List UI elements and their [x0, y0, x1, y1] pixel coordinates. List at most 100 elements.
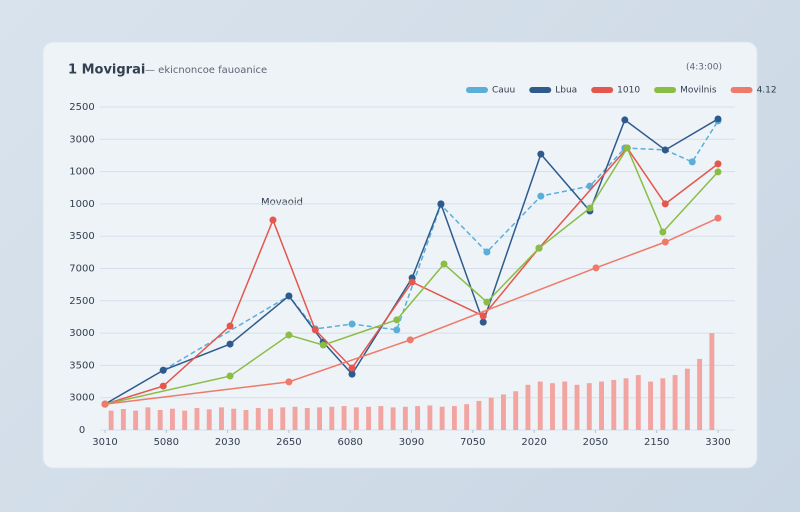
x-tick-label: 6080: [337, 437, 362, 448]
bar: [599, 381, 604, 430]
bar: [415, 406, 421, 430]
bar: [206, 409, 212, 430]
bar: [157, 409, 163, 430]
bar: [219, 407, 224, 430]
legend-swatch: [466, 87, 488, 93]
point: [406, 336, 414, 344]
card: [42, 41, 758, 469]
bar: [684, 368, 690, 430]
bar: [169, 408, 175, 430]
point: [586, 204, 594, 212]
point: [661, 146, 669, 154]
point: [393, 326, 401, 334]
bar: [280, 407, 286, 430]
point: [479, 312, 487, 320]
bar: [488, 397, 494, 430]
bar: [390, 407, 396, 430]
bar: [182, 410, 188, 430]
corner-note: (4:3:00): [686, 63, 722, 73]
point: [714, 160, 722, 168]
bar: [562, 381, 568, 430]
y-tick-label: 0: [79, 425, 85, 436]
y-tick-label: 3000: [69, 328, 94, 339]
x-tick-label: 7050: [460, 437, 485, 448]
legend-swatch: [591, 87, 614, 93]
bar: [243, 409, 249, 430]
point: [621, 116, 629, 124]
bar: [341, 406, 347, 430]
bar: [120, 409, 126, 430]
bar: [709, 333, 715, 430]
y-tick-label: 2500: [69, 102, 94, 113]
bar: [500, 394, 506, 430]
bar: [635, 375, 641, 430]
bar: [672, 375, 678, 430]
point: [437, 200, 445, 208]
bar: [451, 406, 457, 430]
point: [408, 278, 416, 286]
y-tick-label: 1000: [69, 167, 94, 178]
legend-swatch: [529, 87, 552, 93]
bar: [329, 406, 335, 430]
y-tick-label: 1000: [69, 199, 94, 210]
bar: [660, 378, 666, 430]
point: [440, 260, 448, 268]
bar: [648, 381, 654, 430]
point: [714, 115, 722, 123]
bar: [108, 410, 114, 430]
x-tick-label: 2650: [276, 437, 301, 448]
bar: [231, 408, 237, 430]
point: [226, 322, 234, 330]
point: [535, 244, 543, 252]
legend-swatch: [654, 87, 677, 93]
point: [393, 316, 401, 324]
x-tick-label: 2150: [644, 437, 669, 448]
point: [537, 192, 545, 200]
bar: [353, 407, 359, 430]
bar: [317, 407, 323, 430]
point: [592, 264, 600, 272]
legend-label: 4.12: [757, 86, 777, 96]
point: [537, 150, 545, 158]
point: [285, 331, 293, 339]
series-line: [104, 146, 719, 405]
point: [285, 378, 293, 386]
point: [659, 228, 667, 236]
point: [661, 200, 669, 208]
point: [479, 318, 487, 326]
bar: [366, 406, 372, 430]
legend-label: 1010: [617, 86, 640, 96]
bar: [513, 391, 519, 430]
x-tick-label: 3090: [399, 437, 424, 448]
y-tick-label: 2500: [69, 296, 94, 307]
legend-swatch: [730, 87, 753, 93]
point: [348, 370, 356, 378]
bar: [268, 408, 273, 430]
bar: [586, 383, 592, 430]
chart-subtitle: — ekicnoncoe fauoanice: [145, 65, 267, 76]
x-tick-label: 3010: [92, 437, 117, 448]
point: [714, 214, 722, 222]
point: [714, 168, 722, 176]
bar: [255, 408, 261, 430]
point: [226, 340, 234, 348]
point: [623, 144, 631, 152]
x-tick-label: 5080: [154, 437, 179, 448]
y-tick-label: 3000: [69, 134, 94, 145]
y-tick-label: 3000: [69, 393, 94, 404]
point: [483, 248, 491, 256]
y-tick-label: 7000: [69, 264, 94, 275]
legend-label: Lbua: [555, 86, 577, 96]
bar: [292, 406, 298, 430]
bar: [574, 384, 580, 430]
point: [348, 364, 356, 372]
point: [661, 238, 669, 246]
legend-label: Cauu: [492, 86, 515, 96]
x-tick-label: 2030: [215, 437, 240, 448]
bar: [476, 400, 482, 430]
point: [269, 216, 277, 224]
bar: [623, 378, 629, 430]
bar: [145, 407, 151, 430]
bar: [697, 358, 703, 430]
chart-title: 1 Movigrai: [68, 63, 145, 78]
